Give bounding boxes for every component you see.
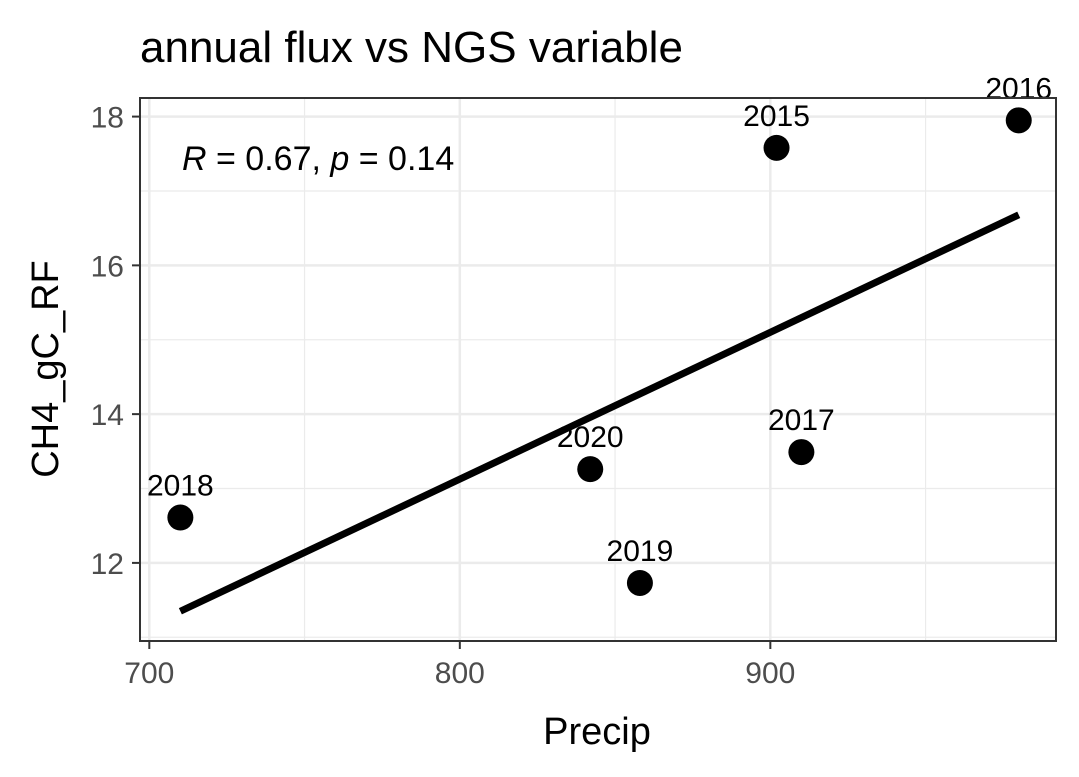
y-axis-ticks: 12 14 16 18 bbox=[91, 102, 140, 581]
fit-line bbox=[178, 211, 1021, 615]
data-point bbox=[577, 456, 604, 483]
point-label: 2017 bbox=[768, 404, 835, 437]
y-tick-label: 12 bbox=[91, 548, 124, 581]
x-tick-label: 800 bbox=[435, 657, 485, 690]
correlation-stat: R = 0.67, p = 0.14 bbox=[182, 140, 454, 178]
data-point bbox=[788, 439, 815, 466]
x-axis-ticks: 700 800 900 bbox=[124, 641, 795, 690]
y-tick-label: 18 bbox=[91, 102, 124, 135]
point-label: 2018 bbox=[147, 470, 214, 503]
data-point bbox=[763, 134, 790, 161]
x-tick-label: 900 bbox=[745, 657, 795, 690]
point-label: 2020 bbox=[557, 421, 624, 454]
x-tick-label: 700 bbox=[124, 657, 174, 690]
x-axis-title: Precip bbox=[543, 711, 651, 753]
y-tick-label: 14 bbox=[91, 399, 124, 432]
point-label: 2015 bbox=[743, 100, 810, 133]
point-labels-group: 2015 2016 2017 2018 2019 2020 bbox=[147, 72, 1052, 568]
stat-r-symbol: R bbox=[182, 140, 207, 178]
panel-border bbox=[139, 97, 1057, 642]
data-point bbox=[167, 504, 194, 531]
points-group bbox=[167, 107, 1032, 596]
y-tick-label: 16 bbox=[91, 250, 124, 283]
point-label: 2016 bbox=[985, 72, 1052, 105]
point-label: 2019 bbox=[607, 535, 674, 568]
data-point bbox=[626, 569, 653, 596]
stat-p-text: = 0.14 bbox=[349, 140, 454, 178]
stat-r-text: = 0.67, bbox=[207, 140, 331, 178]
stat-p-symbol: p bbox=[329, 140, 349, 178]
grid bbox=[140, 98, 1056, 641]
chart-title: annual flux vs NGS variable bbox=[140, 23, 683, 72]
y-axis-title: CH4_gC_RF bbox=[25, 260, 67, 478]
data-point bbox=[1005, 107, 1032, 134]
fit-line-group bbox=[178, 211, 1021, 615]
